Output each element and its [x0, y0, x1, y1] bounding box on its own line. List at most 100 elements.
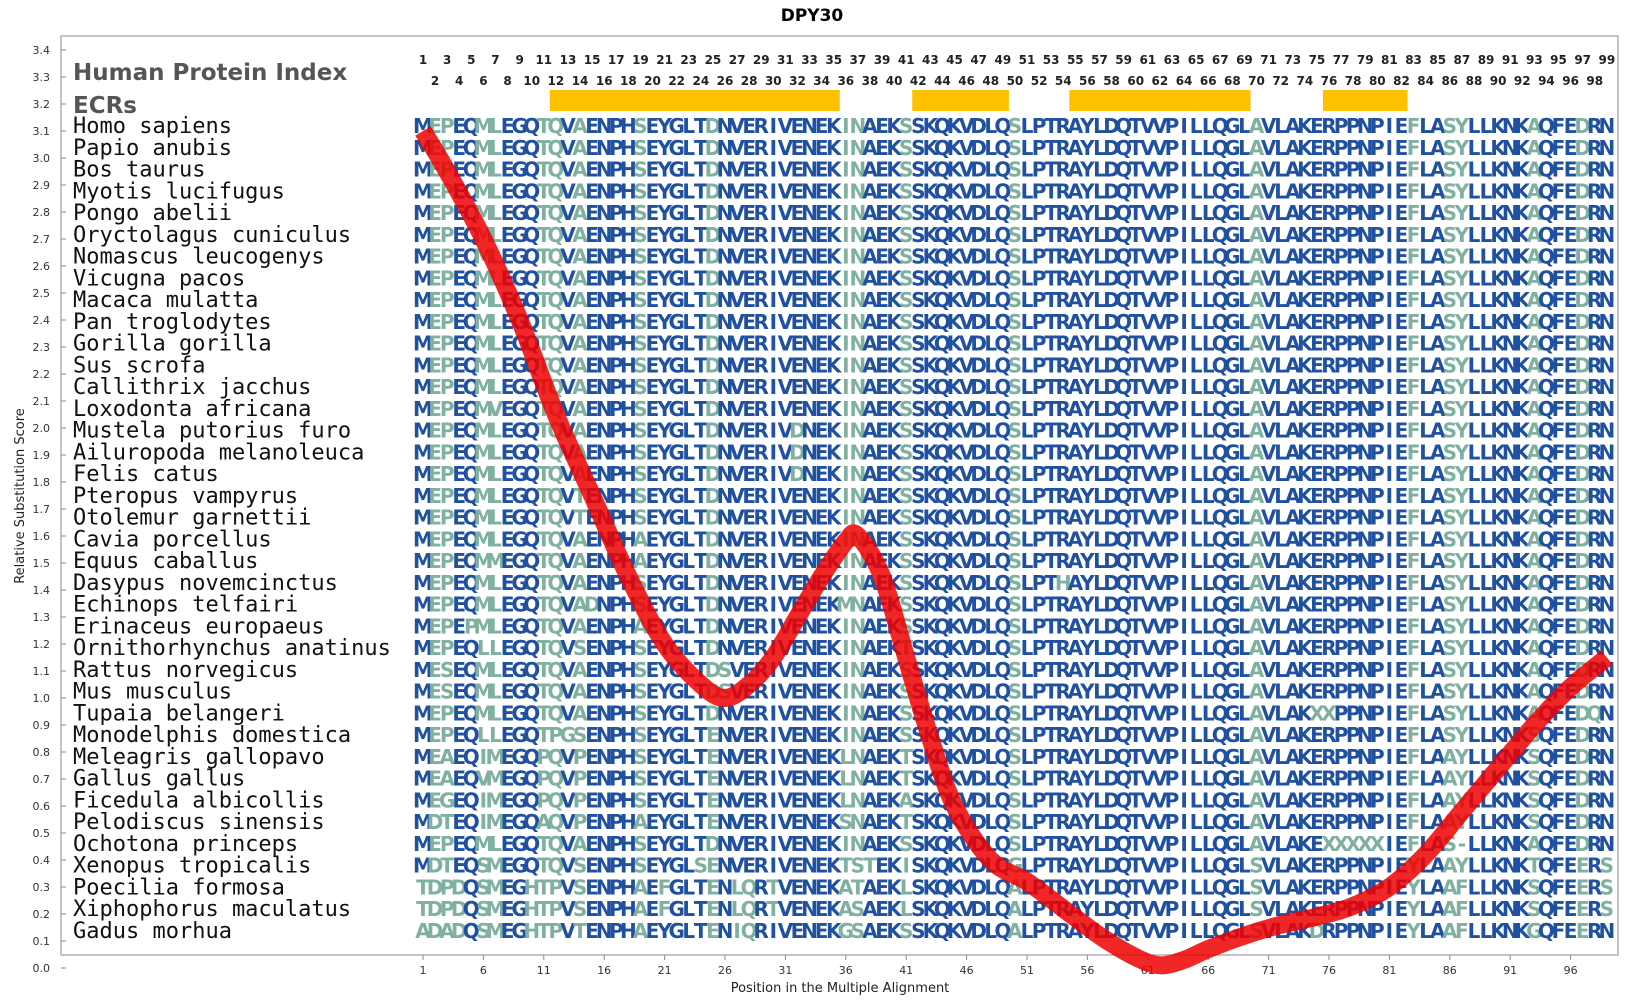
residue: E	[585, 158, 599, 182]
position-number: 37	[850, 53, 867, 67]
residue: A	[1068, 158, 1084, 182]
residue: D	[970, 114, 987, 138]
residue: P	[1370, 636, 1385, 660]
residue: K	[1297, 201, 1314, 225]
residue: L	[984, 223, 997, 247]
residue: N	[717, 919, 734, 943]
residue: R	[754, 745, 769, 769]
residue: G	[668, 114, 684, 138]
residue: K	[923, 223, 940, 247]
residue: L	[1190, 875, 1203, 899]
residue: S	[1443, 158, 1457, 182]
residue: Q	[934, 114, 951, 138]
residue: R	[754, 527, 769, 551]
residue: L	[1093, 114, 1106, 138]
residue: I	[1386, 593, 1393, 617]
residue: T	[1044, 136, 1058, 160]
y-tick-label: 0.0	[33, 962, 51, 975]
residue: R	[754, 614, 769, 638]
ecr-label: ECRs	[73, 93, 137, 119]
residue: I	[770, 397, 777, 421]
residue: P	[1165, 201, 1180, 225]
residue: S	[911, 114, 925, 138]
residue: K	[826, 723, 843, 747]
residue: L	[1468, 897, 1481, 921]
position-number: 58	[1103, 74, 1120, 88]
residue: A	[1068, 136, 1084, 160]
residue: N	[850, 223, 867, 247]
residue: N	[596, 179, 613, 203]
residue: N	[801, 179, 818, 203]
position-number: 31	[777, 53, 794, 67]
species-name: Bos taurus	[73, 158, 205, 183]
residue: I	[1180, 788, 1187, 812]
residue: A	[1430, 201, 1446, 225]
residue: D	[705, 179, 722, 203]
residue: E	[815, 201, 829, 225]
residue: T	[1129, 201, 1143, 225]
residue: I	[770, 788, 777, 812]
residue: K	[826, 266, 843, 290]
position-number: 28	[741, 74, 758, 88]
residue: L	[1468, 832, 1481, 856]
residue: I	[1386, 506, 1393, 530]
residue: I	[1386, 571, 1393, 595]
residue: E	[1564, 136, 1578, 160]
residue: E	[585, 201, 599, 225]
y-tick-label: 2.8	[33, 206, 51, 219]
residue: S	[911, 179, 925, 203]
residue: I	[1180, 593, 1187, 617]
residue: L	[1093, 136, 1106, 160]
residue: N	[1598, 832, 1615, 856]
residue: F	[1552, 179, 1566, 203]
residue: P	[1370, 614, 1385, 638]
x-tick-label: 46	[960, 964, 974, 977]
residue: P	[1165, 310, 1180, 334]
sequence-row: MEPEQMLEGQTQVAENPHSEYGLTDNVERIVENEKINAEK…	[413, 179, 1615, 203]
residue: Q	[1115, 223, 1132, 247]
position-number: 49	[994, 53, 1011, 67]
residue: G	[1224, 201, 1240, 225]
residue: G	[511, 223, 527, 247]
residue: V	[778, 136, 794, 160]
residue: D	[705, 114, 722, 138]
residue: E	[815, 223, 829, 247]
residue: P	[609, 179, 624, 203]
residue: T	[1129, 158, 1143, 182]
residue: F	[1407, 114, 1421, 138]
residue: I	[1180, 745, 1187, 769]
residue: L	[682, 136, 695, 160]
residue: Y	[656, 136, 672, 160]
residue: Q	[463, 788, 480, 812]
position-number: 64	[1176, 74, 1193, 88]
residue: E	[875, 136, 889, 160]
residue: E	[1395, 201, 1409, 225]
residue: V	[560, 223, 576, 247]
residue: I	[770, 832, 777, 856]
residue: K	[1297, 114, 1314, 138]
residue: S	[1008, 223, 1022, 247]
residue: P	[1334, 158, 1349, 182]
residue: R	[1056, 158, 1071, 182]
sequence-row: MEPEQLLEGQTQVSENPHSEYGLTDNVERIVENEKINAEK…	[413, 636, 1615, 660]
residue: L	[1190, 332, 1203, 356]
residue: P	[1370, 571, 1385, 595]
y-tick-label: 0.2	[33, 908, 51, 921]
residue: E	[501, 223, 515, 247]
residue: S	[911, 136, 925, 160]
residue: P	[609, 201, 624, 225]
residue: D	[1103, 158, 1120, 182]
x-tick-label: 81	[1382, 964, 1396, 977]
residue: I	[1386, 397, 1393, 421]
position-number: 33	[801, 53, 818, 67]
residue: E	[742, 179, 756, 203]
residue: L	[1468, 658, 1481, 682]
residue: I	[842, 223, 849, 247]
residue: E	[875, 201, 889, 225]
residue: K	[826, 114, 843, 138]
residue: K	[826, 223, 843, 247]
position-number: 88	[1466, 74, 1483, 88]
residue: V	[1261, 158, 1277, 182]
position-number: 40	[886, 74, 903, 88]
